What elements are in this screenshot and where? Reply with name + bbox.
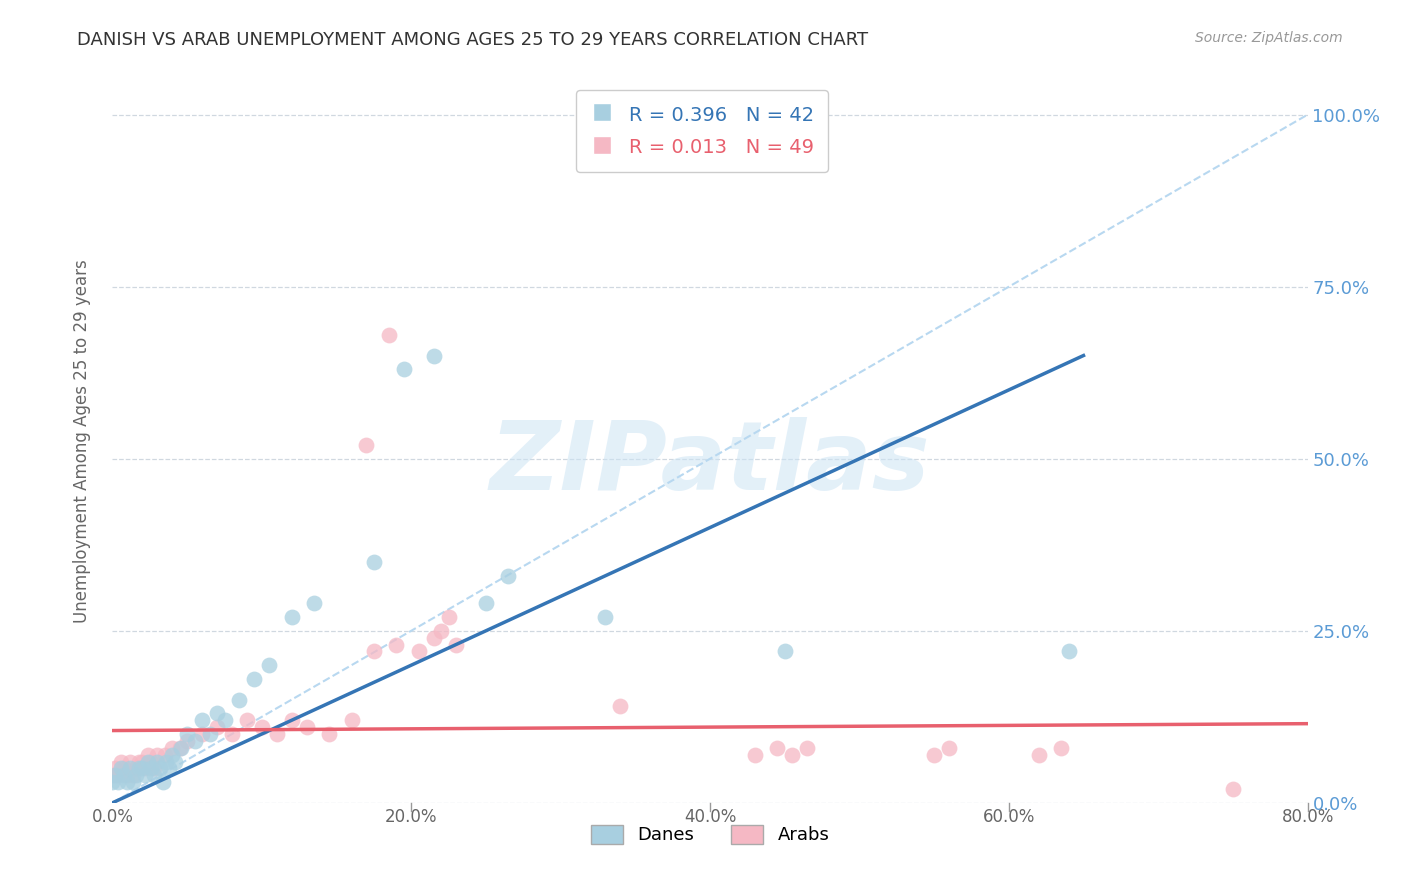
- Point: [228, 692, 250, 706]
- Point: [110, 761, 132, 775]
- Point: [128, 755, 150, 769]
- Point: [408, 644, 430, 658]
- Point: [780, 747, 803, 762]
- Point: [1050, 740, 1073, 755]
- Point: [143, 768, 166, 782]
- Point: [378, 327, 401, 342]
- Point: [392, 362, 415, 376]
- Point: [176, 734, 198, 748]
- Point: [766, 740, 789, 755]
- Point: [131, 755, 153, 769]
- Point: [430, 624, 453, 638]
- Text: ZIPatlas: ZIPatlas: [489, 417, 931, 509]
- Point: [1057, 644, 1080, 658]
- Point: [422, 349, 444, 363]
- Point: [236, 713, 259, 727]
- Point: [104, 761, 127, 775]
- Point: [243, 672, 266, 686]
- Point: [437, 610, 460, 624]
- Point: [214, 713, 236, 727]
- Point: [198, 727, 221, 741]
- Y-axis label: Unemployment Among Ages 25 to 29 years: Unemployment Among Ages 25 to 29 years: [73, 260, 91, 624]
- Point: [176, 727, 198, 741]
- Point: [141, 755, 163, 769]
- Point: [281, 610, 304, 624]
- Point: [114, 761, 135, 775]
- Point: [107, 768, 129, 782]
- Point: [131, 761, 153, 775]
- Point: [122, 768, 145, 782]
- Point: [796, 740, 818, 755]
- Point: [422, 631, 444, 645]
- Point: [153, 747, 176, 762]
- Point: [162, 740, 183, 755]
- Point: [205, 720, 228, 734]
- Point: [101, 768, 124, 782]
- Point: [120, 755, 142, 769]
- Point: [117, 775, 139, 789]
- Point: [143, 761, 166, 775]
- Point: [363, 555, 385, 569]
- Point: [170, 740, 193, 755]
- Point: [122, 775, 145, 789]
- Point: [259, 658, 281, 673]
- Point: [922, 747, 945, 762]
- Point: [191, 727, 214, 741]
- Point: [104, 768, 127, 782]
- Point: [302, 596, 325, 610]
- Point: [110, 755, 132, 769]
- Point: [340, 713, 363, 727]
- Point: [191, 713, 214, 727]
- Point: [146, 747, 169, 762]
- Point: [169, 740, 191, 755]
- Point: [162, 747, 183, 762]
- Point: [1222, 782, 1244, 797]
- Point: [281, 713, 304, 727]
- Point: [149, 761, 172, 775]
- Point: [475, 596, 498, 610]
- Point: [295, 720, 318, 734]
- Point: [120, 761, 142, 775]
- Point: [134, 761, 156, 775]
- Legend: Danes, Arabs: Danes, Arabs: [583, 818, 837, 852]
- Point: [938, 740, 960, 755]
- Point: [125, 768, 148, 782]
- Point: [444, 638, 467, 652]
- Text: DANISH VS ARAB UNEMPLOYMENT AMONG AGES 25 TO 29 YEARS CORRELATION CHART: DANISH VS ARAB UNEMPLOYMENT AMONG AGES 2…: [77, 31, 869, 49]
- Point: [134, 768, 156, 782]
- Point: [128, 761, 150, 775]
- Text: Source: ZipAtlas.com: Source: ZipAtlas.com: [1195, 31, 1343, 45]
- Point: [146, 755, 169, 769]
- Point: [157, 761, 180, 775]
- Point: [141, 761, 163, 775]
- Point: [363, 644, 385, 658]
- Point: [266, 727, 288, 741]
- Point: [221, 727, 243, 741]
- Point: [101, 775, 124, 789]
- Point: [609, 699, 631, 714]
- Point: [152, 775, 174, 789]
- Point: [385, 638, 408, 652]
- Point: [183, 734, 205, 748]
- Point: [250, 720, 273, 734]
- Point: [155, 755, 177, 769]
- Point: [1028, 747, 1050, 762]
- Point: [356, 438, 378, 452]
- Point: [318, 727, 340, 741]
- Point: [117, 768, 139, 782]
- Point: [107, 775, 129, 789]
- Point: [744, 747, 766, 762]
- Point: [595, 610, 617, 624]
- Point: [205, 706, 228, 721]
- Point: [138, 747, 160, 762]
- Point: [138, 755, 160, 769]
- Point: [773, 644, 796, 658]
- Point: [125, 761, 148, 775]
- Point: [165, 755, 187, 769]
- Point: [498, 568, 520, 582]
- Point: [114, 768, 135, 782]
